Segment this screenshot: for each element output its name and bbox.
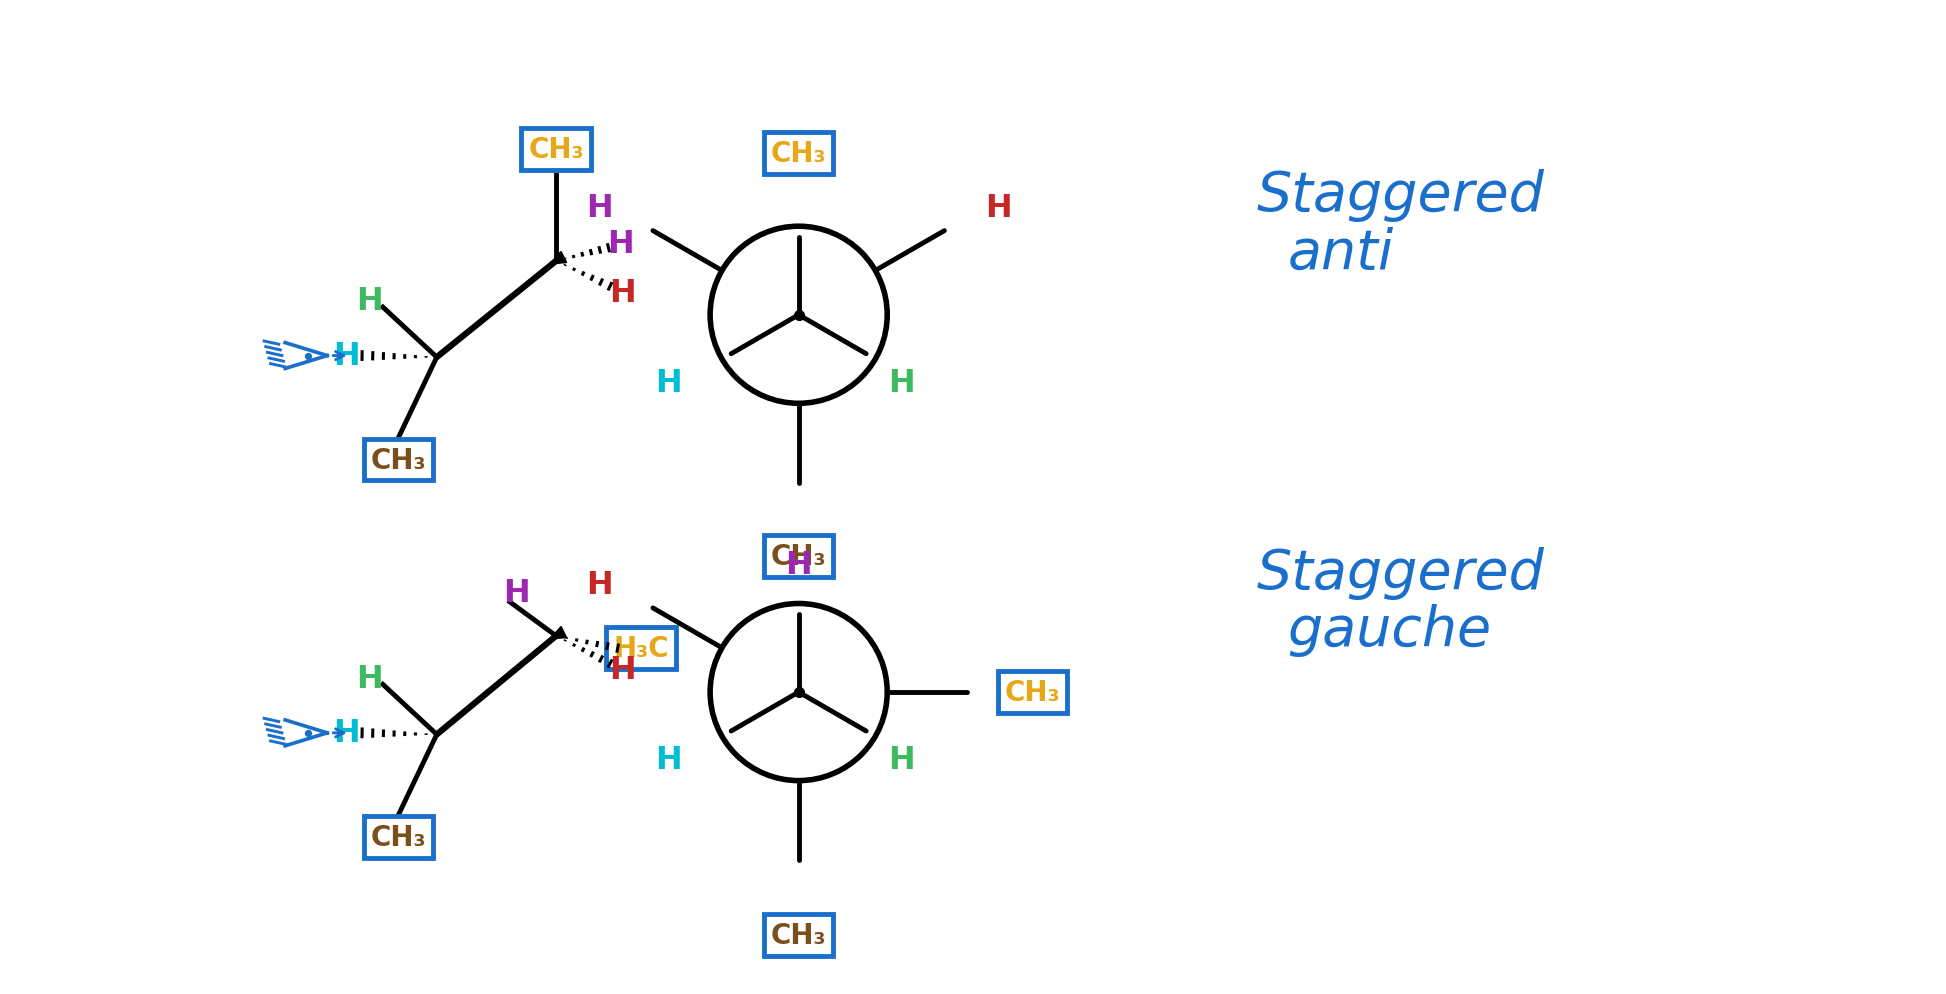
Text: H: H bbox=[502, 578, 529, 608]
Text: CH₃: CH₃ bbox=[527, 136, 584, 164]
Text: gauche: gauche bbox=[1288, 604, 1493, 657]
Text: CH₃: CH₃ bbox=[1004, 678, 1061, 707]
Text: CH₃: CH₃ bbox=[370, 823, 426, 851]
Text: H: H bbox=[654, 745, 681, 775]
Ellipse shape bbox=[710, 227, 887, 404]
Text: H: H bbox=[333, 718, 360, 748]
Text: H₃C: H₃C bbox=[613, 634, 669, 662]
Polygon shape bbox=[551, 252, 566, 264]
Text: Staggered: Staggered bbox=[1257, 169, 1545, 223]
Text: CH₃: CH₃ bbox=[370, 446, 426, 474]
Text: H: H bbox=[356, 663, 381, 694]
Text: Staggered: Staggered bbox=[1257, 546, 1545, 599]
Text: CH₃: CH₃ bbox=[771, 921, 827, 949]
Text: H: H bbox=[985, 193, 1012, 224]
Text: H: H bbox=[356, 286, 381, 317]
Text: H: H bbox=[607, 229, 634, 259]
Text: H: H bbox=[333, 341, 360, 372]
Text: H: H bbox=[586, 570, 613, 600]
Text: CH₃: CH₃ bbox=[771, 543, 827, 571]
Text: H: H bbox=[586, 193, 613, 224]
Polygon shape bbox=[551, 627, 566, 639]
Text: H: H bbox=[786, 550, 811, 580]
Text: CH₃: CH₃ bbox=[771, 140, 827, 168]
Ellipse shape bbox=[710, 604, 887, 781]
Text: H: H bbox=[609, 277, 636, 308]
Text: H: H bbox=[887, 367, 915, 399]
Text: H: H bbox=[654, 367, 681, 399]
Text: H: H bbox=[887, 745, 915, 775]
Text: H: H bbox=[609, 655, 636, 686]
Text: anti: anti bbox=[1288, 227, 1393, 280]
